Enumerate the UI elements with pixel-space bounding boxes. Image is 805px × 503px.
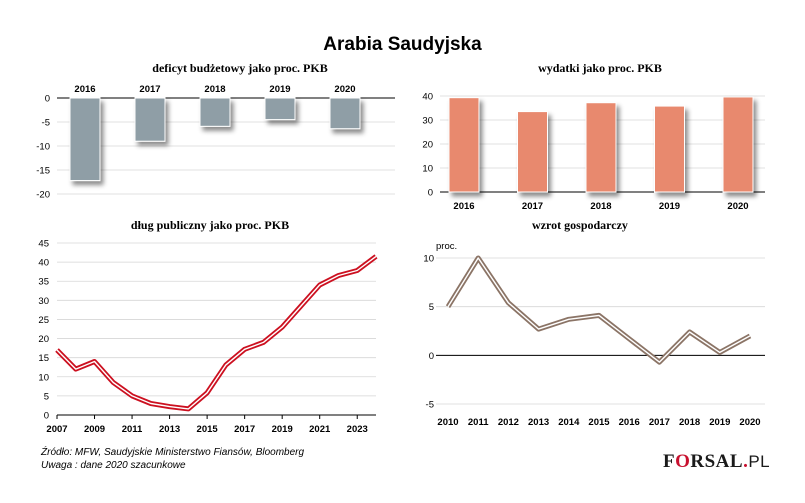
bar: [199, 97, 231, 127]
y-tick-label: 40: [38, 258, 49, 269]
y-tick-label: 0: [44, 411, 49, 422]
x-tick-label: 2011: [122, 424, 143, 435]
x-tick-label: 2007: [46, 424, 67, 435]
growth-chart: 10 5 0 -5 proc. 2010 2011 2012 2013 2014 2015 2016 2…: [423, 241, 765, 428]
x-tick-label: 2016: [619, 417, 640, 428]
y-tick-label: 40: [422, 92, 433, 103]
x-tick-label: 2019: [659, 201, 680, 212]
unit-label: proc.: [436, 241, 457, 252]
y-tick-label: 15: [38, 353, 49, 364]
y-tick-label: 45: [38, 239, 49, 250]
x-tick-label: 2013: [528, 417, 549, 428]
x-tick-label: 2017: [234, 424, 255, 435]
x-tick-label: 2017: [522, 201, 543, 212]
bar: [585, 102, 617, 193]
x-tick-label: 2021: [309, 424, 331, 435]
x-tick-label: 2020: [727, 201, 748, 212]
y-tick-label: -15: [36, 166, 50, 177]
x-tick-label: 2020: [739, 417, 760, 428]
y-tick-label: 25: [38, 315, 49, 326]
y-tick-label: 5: [44, 391, 49, 402]
x-tick-label: 2017: [139, 84, 160, 95]
y-tick-label: -10: [36, 142, 50, 153]
x-tick-label: 2009: [84, 424, 105, 435]
note-line: Uwaga : dane 2020 szacunkowe: [41, 460, 186, 471]
x-tick-label: 2010: [437, 417, 458, 428]
x-tick-label: 2017: [649, 417, 670, 428]
x-tick-label: 2018: [204, 84, 225, 95]
y-tick-label: 0: [428, 188, 433, 199]
bar: [134, 97, 166, 142]
growth-chart-title: wzrot gospodarczy: [532, 218, 628, 232]
x-tick-label: 2020: [334, 84, 355, 95]
growth-line: [445, 255, 752, 365]
x-tick-label: 2016: [453, 201, 474, 212]
x-tick-label: 2015: [197, 424, 219, 435]
y-tick-label: 20: [38, 334, 49, 345]
y-tick-label: 20: [422, 140, 433, 151]
spending-chart: 40 30 20 10 0 2016 2017 2018 2019 2020: [422, 92, 765, 212]
source-line: Źródło: MFW, Saudyjskie Ministerstwo Fia…: [41, 447, 305, 458]
deficit-chart-title: deficyt budżetowy jako proc. PKB: [152, 61, 328, 75]
forsal-logo: FORSAL.PL: [663, 451, 771, 472]
bar: [329, 97, 361, 130]
x-tick-label: 2019: [269, 84, 290, 95]
x-tick-label: 2018: [590, 201, 611, 212]
y-tick-label: 0: [429, 351, 434, 362]
x-tick-label: 2016: [74, 84, 95, 95]
y-tick-label: -5: [426, 400, 434, 411]
x-tick-label: 2019: [709, 417, 730, 428]
bar: [69, 97, 101, 182]
debt-chart-title: dług publiczny jako proc. PKB: [130, 218, 290, 232]
y-tick-label: -5: [42, 118, 50, 129]
bar: [517, 111, 548, 193]
x-tick-label: 2011: [468, 417, 489, 428]
debt-line-highlight: [56, 255, 377, 410]
x-tick-label: 2012: [498, 417, 519, 428]
y-tick-label: 0: [45, 94, 50, 105]
x-tick-label: 2014: [558, 417, 580, 428]
growth-line-highlight: [447, 257, 751, 363]
y-tick-label: 10: [423, 254, 434, 265]
spending-chart-title: wydatki jako proc. PKB: [538, 61, 662, 75]
y-tick-label: 5: [429, 302, 434, 313]
y-tick-label: 30: [422, 116, 433, 127]
y-tick-label: -20: [36, 190, 50, 201]
bar: [722, 96, 754, 193]
bar: [448, 97, 480, 193]
page-title: Arabia Saudyjska: [323, 34, 482, 55]
debt-line: [55, 254, 378, 412]
y-tick-label: 30: [38, 296, 49, 307]
x-tick-label: 2018: [679, 417, 700, 428]
bar: [654, 105, 685, 193]
y-tick-label: 10: [422, 164, 433, 175]
deficit-chart: 0 -5 -10 -15 -20 2016 2017 2018 2019 2020: [36, 84, 395, 201]
x-tick-label: 2019: [272, 424, 293, 435]
x-tick-label: 2013: [159, 424, 180, 435]
bar: [264, 97, 296, 121]
y-tick-label: 10: [38, 372, 49, 383]
x-tick-label: 2023: [347, 424, 368, 435]
source-note: Źródło: MFW, Saudyjskie Ministerstwo Fia…: [41, 446, 304, 472]
x-tick-label: 2015: [588, 417, 610, 428]
y-tick-label: 35: [38, 277, 49, 288]
